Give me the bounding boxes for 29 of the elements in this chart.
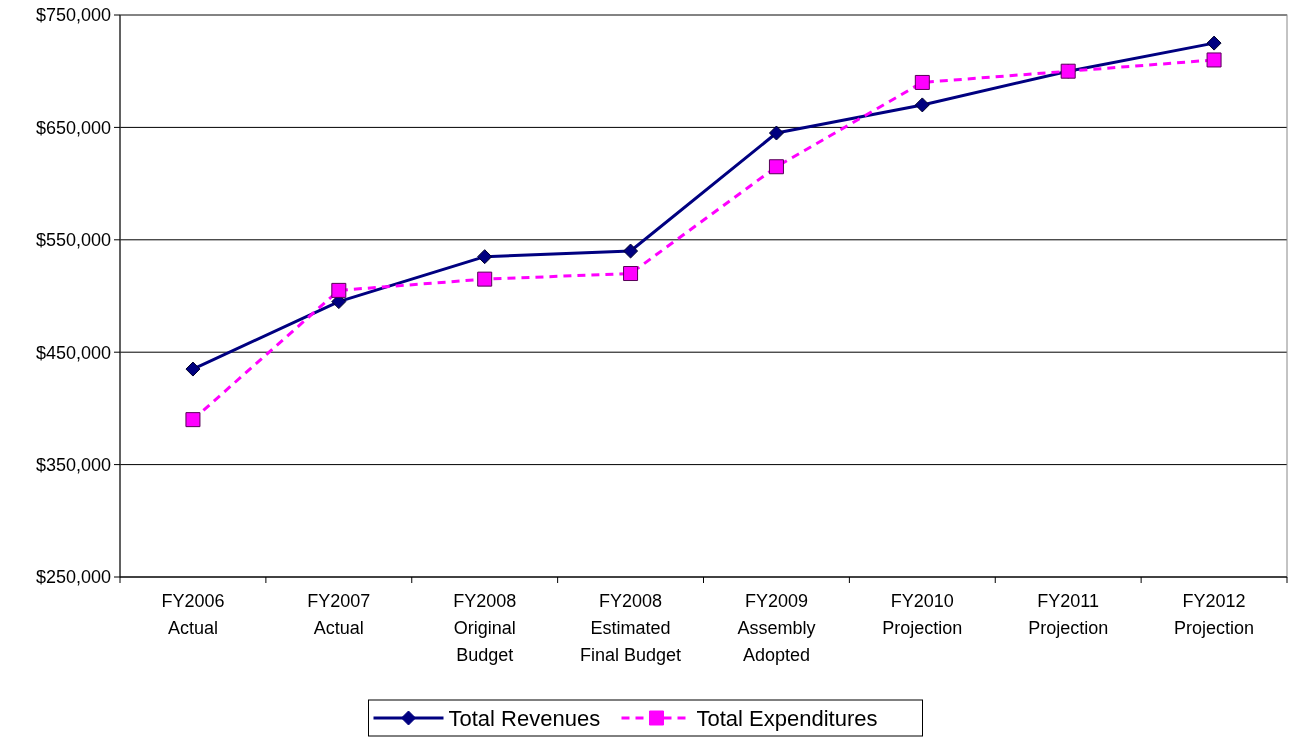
point — [623, 243, 639, 259]
y-tick-label: $350,000 — [35, 454, 111, 475]
x-tick-label: FY2008 Original Budget — [453, 591, 517, 665]
x-tick-label: FY2012 Projection — [1174, 591, 1255, 638]
point — [1206, 52, 1222, 68]
x-tick-label: FY2010 Projection — [882, 591, 963, 638]
point — [914, 97, 930, 113]
point — [623, 266, 639, 282]
legend-label: Total Expenditures — [696, 705, 878, 731]
point — [768, 159, 784, 175]
point — [477, 271, 493, 287]
legend-label: Total Revenues — [448, 705, 601, 731]
point — [331, 282, 347, 298]
x-tick-label: FY2006 Actual — [161, 591, 225, 638]
point — [914, 74, 930, 90]
y-tick-label: $250,000 — [35, 567, 111, 588]
x-tick-label: FY2008 Estimated Final Budget — [580, 591, 682, 665]
x-tick-label: FY2011 Projection — [1028, 591, 1109, 638]
point — [768, 125, 784, 141]
x-tick-label: FY2007 Actual — [307, 591, 371, 638]
y-tick-label: $650,000 — [35, 117, 111, 138]
point — [185, 412, 201, 428]
x-tick-label: FY2009 Assembly Adopted — [737, 591, 816, 665]
point — [1206, 35, 1222, 51]
y-tick-label: $550,000 — [35, 230, 111, 251]
y-tick-label: $450,000 — [35, 342, 111, 363]
point — [477, 249, 493, 265]
point — [185, 361, 201, 377]
y-tick-label: $750,000 — [35, 5, 111, 26]
